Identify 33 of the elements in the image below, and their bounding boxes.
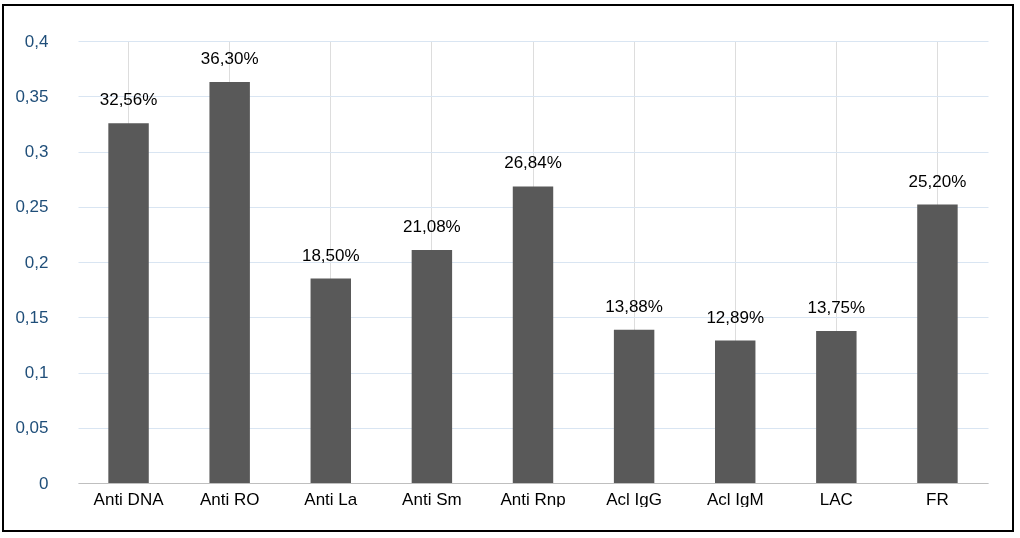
x-tick-label: Anti La xyxy=(304,489,358,509)
bar xyxy=(310,278,351,483)
data-label: 32,56% xyxy=(99,90,158,110)
bar xyxy=(613,329,655,483)
data-label: 13,75% xyxy=(807,298,866,318)
y-tick-label: 0 xyxy=(39,473,49,493)
data-label: 36,30% xyxy=(200,48,259,68)
data-label: 13,88% xyxy=(605,296,663,316)
bar xyxy=(816,331,857,483)
data-label: 12,89% xyxy=(706,307,765,327)
y-tick-label: 0,15 xyxy=(15,307,49,327)
y-tick-label: 0,05 xyxy=(15,418,49,438)
y-tick-label: 0,3 xyxy=(24,142,49,161)
bar xyxy=(209,81,250,483)
data-label: 21,08% xyxy=(403,217,461,237)
y-tick-label: 0,25 xyxy=(15,197,49,217)
x-tick-label: Anti DNA xyxy=(93,489,165,509)
x-tick-label: FR xyxy=(926,489,949,509)
y-tick-label: 0,4 xyxy=(24,31,49,51)
y-tick-label: 0,2 xyxy=(24,252,49,272)
x-tick-label: LAC xyxy=(819,489,853,509)
data-label: 26,84% xyxy=(504,153,562,173)
y-tick-label: 0,1 xyxy=(24,363,49,382)
bar xyxy=(917,204,958,483)
x-tick-label: Anti RO xyxy=(199,489,260,509)
bar xyxy=(411,250,453,483)
data-label: 18,50% xyxy=(301,245,360,265)
bar xyxy=(715,340,756,483)
data-label: 25,20% xyxy=(908,171,967,191)
x-tick-label: Anti Sm xyxy=(402,489,462,509)
y-tick-label: 0,35 xyxy=(15,86,49,106)
bar xyxy=(512,186,554,483)
bar xyxy=(108,123,149,483)
